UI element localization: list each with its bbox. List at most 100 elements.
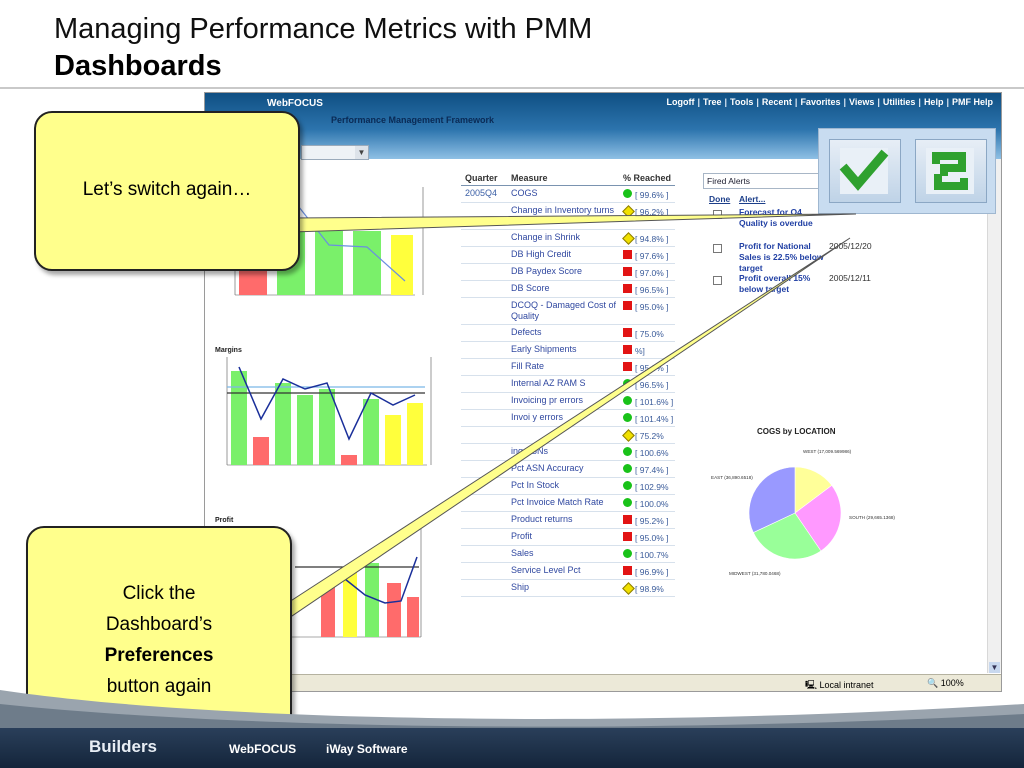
pct-reached[interactable]: %] [635, 346, 645, 356]
col-alert[interactable]: Alert... [739, 194, 766, 204]
measure-link[interactable]: Early Shipments [511, 344, 577, 354]
table-row[interactable]: Defects [ 75.0% [461, 325, 675, 342]
table-row[interactable]: Pct Invoice Match Rate [ 100.0% [461, 495, 675, 512]
alert-link[interactable]: Profit overall 15% below target [739, 273, 811, 294]
measure-link[interactable]: Profit [511, 531, 533, 541]
done-checkbox[interactable] [713, 276, 722, 285]
table-row[interactable]: Product returns [ 95.2% ] [461, 512, 675, 529]
preferences-button[interactable] [829, 139, 901, 203]
table-row[interactable]: DB Score [ 96.5% ] [461, 281, 675, 298]
nav-link[interactable]: PMF Help [951, 97, 993, 107]
done-checkbox[interactable] [713, 244, 722, 253]
measure-link[interactable]: DB Paydex Score [511, 266, 583, 276]
pct-reached[interactable]: [ 97.6% ] [635, 251, 669, 261]
green-status-icon [623, 549, 632, 558]
measure-link[interactable]: Defects [511, 327, 542, 337]
nav-link[interactable]: Tree [702, 97, 722, 107]
measure-link[interactable]: DB High Credit [511, 249, 572, 259]
pct-reached[interactable]: [ 96.2% ] [635, 207, 669, 217]
callout-switch: Let’s switch again… [34, 111, 300, 271]
table-row[interactable]: DCOQ - Damaged Cost of Quality [ 95.0% ] [461, 298, 675, 325]
green-status-icon [623, 189, 632, 198]
measure-link[interactable]: Invoicing pr errors [511, 395, 584, 405]
green-status-icon [623, 413, 632, 422]
nav-link[interactable]: Utilities [882, 97, 916, 107]
measure-link[interactable]: Internal AZ RAM S [511, 378, 586, 388]
measure-link[interactable]: Ship [511, 582, 530, 592]
table-row[interactable]: Sales [ 100.7% [461, 546, 675, 563]
measure-link[interactable]: Pct Invoice Match Rate [511, 497, 604, 507]
nav-link[interactable]: Views [849, 97, 875, 107]
pct-reached[interactable]: [ 101.6% ] [635, 397, 674, 407]
pct-reached[interactable]: [ 75.0% [635, 329, 664, 339]
callout-line: button again [106, 676, 212, 697]
table-row[interactable]: Ship [ 98.9% [461, 580, 675, 597]
pct-reached[interactable]: [ 96.5% ] [635, 380, 669, 390]
alert-link[interactable]: Profit for National Sales is 22.5% below… [739, 241, 824, 273]
callout-line: Dashboard’s [105, 614, 213, 635]
done-checkbox[interactable] [713, 210, 722, 219]
measure-link[interactable]: DB Score [511, 283, 550, 293]
pct-reached[interactable]: [ 97.4% ] [635, 465, 669, 475]
pct-reached[interactable]: [ 95.0% ] [635, 363, 669, 373]
dashboard-select[interactable]: ▼ [301, 145, 369, 160]
table-row[interactable]: DB High Credit [ 97.6% ] [461, 247, 675, 264]
table-row[interactable]: ing ASNs [ 100.6% [461, 444, 675, 461]
pct-reached[interactable]: [ 95.0% ] [635, 533, 669, 543]
measure-link[interactable]: Pct In Stock [511, 480, 560, 490]
pct-reached[interactable]: [ 94.8% ] [635, 234, 669, 244]
measure-link[interactable]: Product returns [511, 514, 573, 524]
pct-reached[interactable]: [ 96.9% ] [635, 567, 669, 577]
refresh-button[interactable] [915, 139, 987, 203]
nav-link[interactable]: Tools [730, 97, 754, 107]
table-row[interactable]: DB Paydex Score [ 97.0% ] [461, 264, 675, 281]
nav-link[interactable]: Favorites [800, 97, 841, 107]
measure-link[interactable]: COGS [511, 188, 538, 198]
pct-reached[interactable]: [ 100.7% [635, 550, 669, 560]
table-row[interactable]: [ 75.2% [461, 427, 675, 444]
pct-reached[interactable]: [ 96.5% ] [635, 285, 669, 295]
measure-link[interactable]: Invoi y errors [511, 412, 564, 422]
table-row[interactable]: Service Level Pct [ 96.9% ] [461, 563, 675, 580]
table-row[interactable]: Pct In Stock [ 102.9% [461, 478, 675, 495]
nav-link[interactable]: Logoff [666, 97, 695, 107]
alert-link[interactable]: Forecast for Q4 Quality is overdue [739, 207, 813, 228]
pct-reached[interactable]: [ 100.0% [635, 499, 669, 509]
pct-reached[interactable]: [ 97.0% ] [635, 268, 669, 278]
pct-reached[interactable]: [ 99.6% ] [635, 190, 669, 200]
chevron-down-icon[interactable]: ▼ [355, 146, 368, 159]
measure-link[interactable]: Change in Shrink [511, 232, 581, 242]
zoom-level[interactable]: 🔍 100% [927, 678, 964, 688]
table-row[interactable]: Change in Shrink [ 94.8% ] [461, 230, 675, 247]
table-row[interactable]: Fill Rate [ 95.0% ] [461, 359, 675, 376]
measure-link[interactable]: Change in Inventory turns [511, 205, 615, 215]
table-row[interactable]: Profit [ 95.0% ] [461, 529, 675, 546]
table-row[interactable]: Change in Inventory turns [ 96.2% ] [461, 203, 675, 230]
table-row[interactable]: Invoicing pr errors [ 101.6% ] [461, 393, 675, 410]
profit-bar [387, 583, 401, 637]
pct-reached[interactable]: [ 75.2% [635, 431, 664, 441]
nav-link[interactable]: Help [923, 97, 944, 107]
nav-link[interactable]: Recent [761, 97, 792, 107]
pct-reached[interactable]: [ 95.0% ] [635, 302, 669, 312]
table-row[interactable]: Pct ASN Accuracy [ 97.4% ] [461, 461, 675, 478]
pct-reached[interactable]: [ 102.9% [635, 482, 669, 492]
measure-link[interactable]: Pct ASN Accuracy [511, 463, 584, 473]
measure-link[interactable]: DCOQ - Damaged Cost of Quality [511, 300, 617, 321]
measure-link[interactable]: ing ASNs [511, 446, 549, 456]
pct-reached[interactable]: [ 95.2% ] [635, 516, 669, 526]
measure-link[interactable]: Service Level Pct [511, 565, 581, 575]
measure-link[interactable]: Fill Rate [511, 361, 545, 371]
callout-switch-text: Let’s switch again… [82, 179, 252, 200]
scroll-down-arrow-icon[interactable]: ▼ [989, 662, 1000, 673]
pct-reached[interactable]: [ 101.4% ] [635, 414, 674, 424]
table-row[interactable]: 2005Q4 COGS [ 99.6% ] [461, 186, 675, 203]
pct-reached[interactable]: [ 98.9% [635, 584, 664, 594]
table-row[interactable]: Internal AZ RAM S [ 96.5% ] [461, 376, 675, 393]
table-row[interactable]: Early Shipments%] [461, 342, 675, 359]
alerts-filter-select[interactable]: Fired Alerts [703, 173, 820, 189]
table-row[interactable]: Invoi y errors [ 101.4% ] [461, 410, 675, 427]
pct-reached[interactable]: [ 100.6% [635, 448, 669, 458]
measure-link[interactable]: Sales [511, 548, 534, 558]
vertical-scrollbar[interactable]: ▼ [987, 159, 1001, 673]
